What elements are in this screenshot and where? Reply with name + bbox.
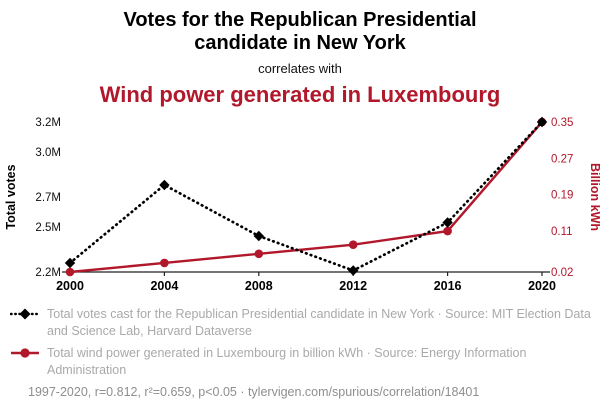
legend: Total votes cast for the Republican Pres… bbox=[0, 302, 600, 378]
svg-text:2.5M: 2.5M bbox=[35, 222, 61, 234]
stats-and-source-footer: 1997-2020, r=0.812, r²=0.659, p<0.05 · t… bbox=[28, 385, 480, 399]
svg-text:3.0M: 3.0M bbox=[35, 147, 61, 159]
title-line-2: candidate in New York bbox=[194, 32, 406, 54]
svg-text:2.2M: 2.2M bbox=[35, 267, 61, 279]
page-title: Votes for the Republican Presidential ca… bbox=[0, 0, 600, 55]
legend-item-wind: Total wind power generated in Luxembourg… bbox=[10, 345, 592, 378]
svg-text:2008: 2008 bbox=[245, 279, 273, 293]
svg-text:0.02: 0.02 bbox=[551, 267, 573, 279]
correlates-with-label: correlates with bbox=[258, 61, 342, 76]
svg-text:2000: 2000 bbox=[56, 279, 84, 293]
left-axis: 2.2M 2.5M 2.7M 3.0M 3.2M Total votes bbox=[4, 117, 61, 279]
right-axis: 0.02 0.11 0.19 0.27 0.35 Billion kWh bbox=[551, 117, 600, 279]
svg-text:2012: 2012 bbox=[339, 279, 367, 293]
svg-text:2004: 2004 bbox=[150, 279, 178, 293]
svg-text:2016: 2016 bbox=[434, 279, 462, 293]
x-axis: 2000 2004 2008 2012 2016 2020 bbox=[56, 271, 556, 293]
secondary-title: Wind power generated in Luxembourg bbox=[99, 82, 501, 107]
black-diamond-dotted-line-icon bbox=[9, 306, 41, 339]
legend-item-votes: Total votes cast for the Republican Pres… bbox=[9, 306, 592, 339]
svg-text:0.11: 0.11 bbox=[551, 226, 573, 238]
svg-text:2.7M: 2.7M bbox=[35, 192, 61, 204]
red-circle-solid-line-icon bbox=[10, 345, 40, 378]
svg-text:Total votes: Total votes bbox=[4, 164, 18, 229]
svg-text:3.2M: 3.2M bbox=[35, 117, 61, 129]
svg-text:Billion kWh: Billion kWh bbox=[588, 163, 600, 231]
title-line-1: Votes for the Republican Presidential bbox=[123, 9, 477, 31]
legend-text-votes: Total votes cast for the Republican Pres… bbox=[47, 307, 591, 338]
line-chart: 2000 2004 2008 2012 2016 2020 2.2M 2.5M 2.7M 3.0M… bbox=[0, 110, 600, 302]
legend-text-wind: Total wind power generated in Luxembourg… bbox=[47, 346, 527, 377]
svg-text:2020: 2020 bbox=[528, 279, 556, 293]
svg-text:0.19: 0.19 bbox=[551, 190, 573, 202]
svg-text:0.35: 0.35 bbox=[551, 117, 573, 129]
chart-svg: 2000 2004 2008 2012 2016 2020 2.2M 2.5M 2.7M 3.0M… bbox=[4, 116, 600, 293]
votes-series bbox=[64, 116, 548, 276]
svg-text:0.27: 0.27 bbox=[551, 153, 573, 165]
